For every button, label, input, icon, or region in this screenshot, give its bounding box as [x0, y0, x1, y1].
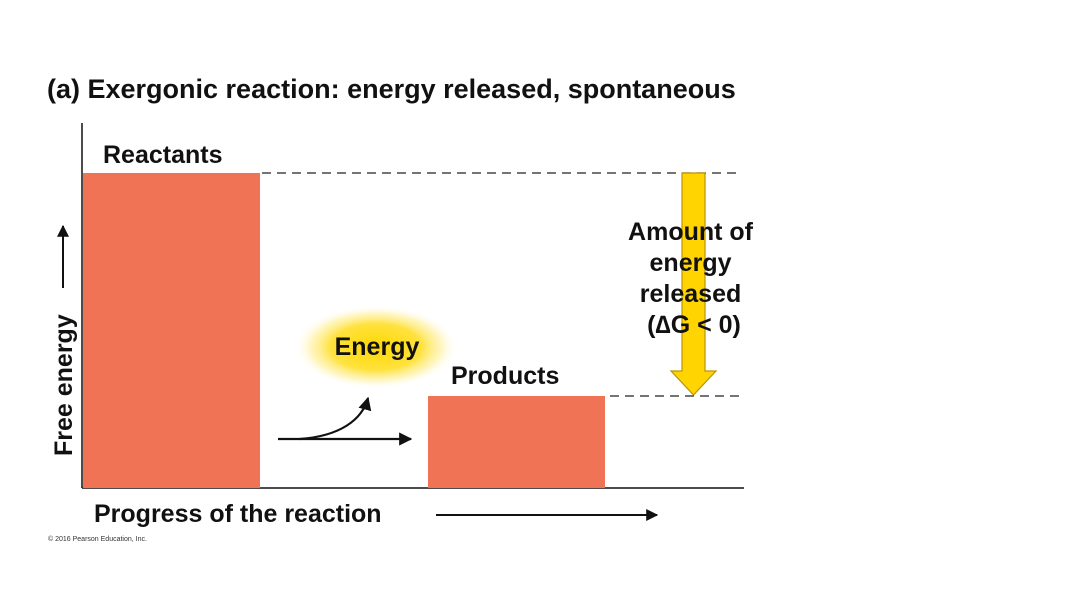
- released-label: Amount of energy released (∆G < 0): [628, 218, 760, 339]
- released-label-line-2: energy: [650, 249, 732, 277]
- reactants-label: Reactants: [103, 141, 223, 169]
- products-label: Products: [451, 362, 559, 390]
- energy-release-curved-arrow: [299, 396, 372, 441]
- products-bar: [428, 396, 605, 488]
- diagram-title: (a) Exergonic reaction: energy released,…: [47, 74, 736, 104]
- energy-label: Energy: [335, 333, 420, 361]
- reactants-bar: [83, 173, 260, 488]
- energy-released-arrow: [669, 172, 718, 396]
- energy-glow: [294, 305, 458, 389]
- released-label-line-4: (∆G < 0): [647, 311, 741, 339]
- released-label-line-3: released: [640, 280, 741, 308]
- copyright-text: © 2016 Pearson Education, Inc.: [48, 535, 147, 543]
- y-axis-label: Free energy: [50, 314, 78, 456]
- x-axis-label: Progress of the reaction: [94, 500, 382, 528]
- released-label-line-1: Amount of: [628, 218, 754, 246]
